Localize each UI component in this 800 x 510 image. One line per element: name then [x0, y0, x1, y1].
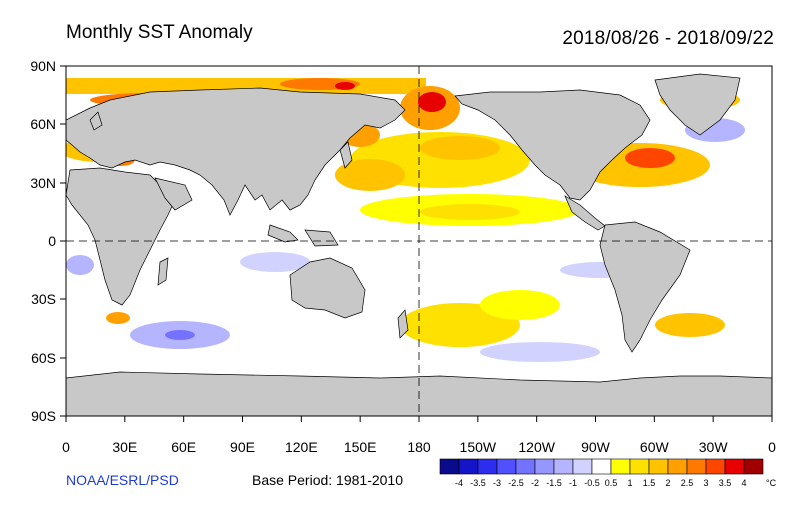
lon-label: 60W [640, 439, 670, 455]
colorbar-swatch [705, 458, 726, 475]
warm-anomaly-layer [66, 78, 740, 347]
colorbar-label: -3.5 [470, 478, 486, 488]
colorbar-label: -4 [455, 478, 463, 488]
colorbar-label: 3.5 [719, 478, 732, 488]
lat-label-30s: 30S [31, 291, 56, 307]
lon-label: 30E [112, 439, 137, 455]
lat-label-60s: 60S [31, 350, 56, 366]
lon-label: 90W [581, 439, 611, 455]
colorbar: -4 -3.5 -3 -2.5 -2 -1.5 -1 -0.5 0.5 1 1.5 2 2.5 3 3.5 4… [439, 458, 777, 488]
lat-label-90n: 90N [30, 58, 56, 74]
colorbar-swatch [439, 458, 460, 475]
colorbar-label: -1 [569, 478, 577, 488]
lon-label: 0 [768, 439, 776, 455]
colorbar-label: -2.5 [508, 478, 524, 488]
colorbar-label: -2 [531, 478, 539, 488]
colorbar-swatch [477, 458, 498, 475]
colorbar-swatch [610, 458, 631, 475]
lon-label: 60E [171, 439, 196, 455]
colorbar-swatch [648, 458, 669, 475]
colorbar-swatch [667, 458, 688, 475]
lon-label: 0 [62, 439, 70, 455]
colorbar-label: -0.5 [584, 478, 600, 488]
land-layer [66, 73, 772, 416]
colorbar-swatch [458, 458, 479, 475]
map-title: Monthly SST Anomaly [66, 22, 253, 43]
colorbar-swatch [743, 458, 764, 475]
lon-label: 180 [407, 439, 431, 455]
colorbar-label: 1.5 [643, 478, 656, 488]
colorbar-swatch [629, 458, 650, 475]
lon-label: 90E [230, 439, 255, 455]
colorbar-swatch [686, 458, 707, 475]
colorbar-label: -1.5 [546, 478, 562, 488]
colorbar-label: 4 [741, 478, 746, 488]
colorbar-label: 0.5 [605, 478, 618, 488]
lon-label: 150W [460, 439, 497, 455]
date-range: 2018/08/26 - 2018/09/22 [562, 28, 774, 49]
longitude-axis: 0 30E 60E 90E 120E 150E 180 150W 120W 90W 60W 30W 0 [62, 416, 776, 455]
lat-label-60n: 60N [30, 116, 56, 132]
lat-label-90s: 90S [31, 408, 56, 424]
colorbar-label: 1 [627, 478, 632, 488]
lon-label: 150E [344, 439, 377, 455]
colorbar-unit: °C [766, 478, 777, 488]
lon-label: 30W [699, 439, 729, 455]
lat-label-30n: 30N [30, 175, 56, 191]
colorbar-label: 3 [703, 478, 708, 488]
colorbar-label: 2 [665, 478, 670, 488]
base-period-label: Base Period: 1981-2010 [252, 472, 403, 488]
colorbar-swatch [515, 458, 536, 475]
latitude-axis: 90N 60N 30N 0 30S 60S 90S [30, 58, 66, 424]
lat-label-0: 0 [48, 233, 56, 249]
colorbar-swatch [724, 458, 745, 475]
colorbar-swatch [572, 458, 593, 475]
lon-label: 120E [285, 439, 318, 455]
colorbar-swatch [496, 458, 517, 475]
colorbar-swatch [553, 458, 574, 475]
credit-label: NOAA/ESRL/PSD [66, 472, 179, 488]
colorbar-swatch [591, 458, 612, 475]
colorbar-swatch [534, 458, 555, 475]
colorbar-label: 2.5 [681, 478, 694, 488]
colorbar-label: -3 [493, 478, 501, 488]
lon-label: 120W [518, 439, 555, 455]
